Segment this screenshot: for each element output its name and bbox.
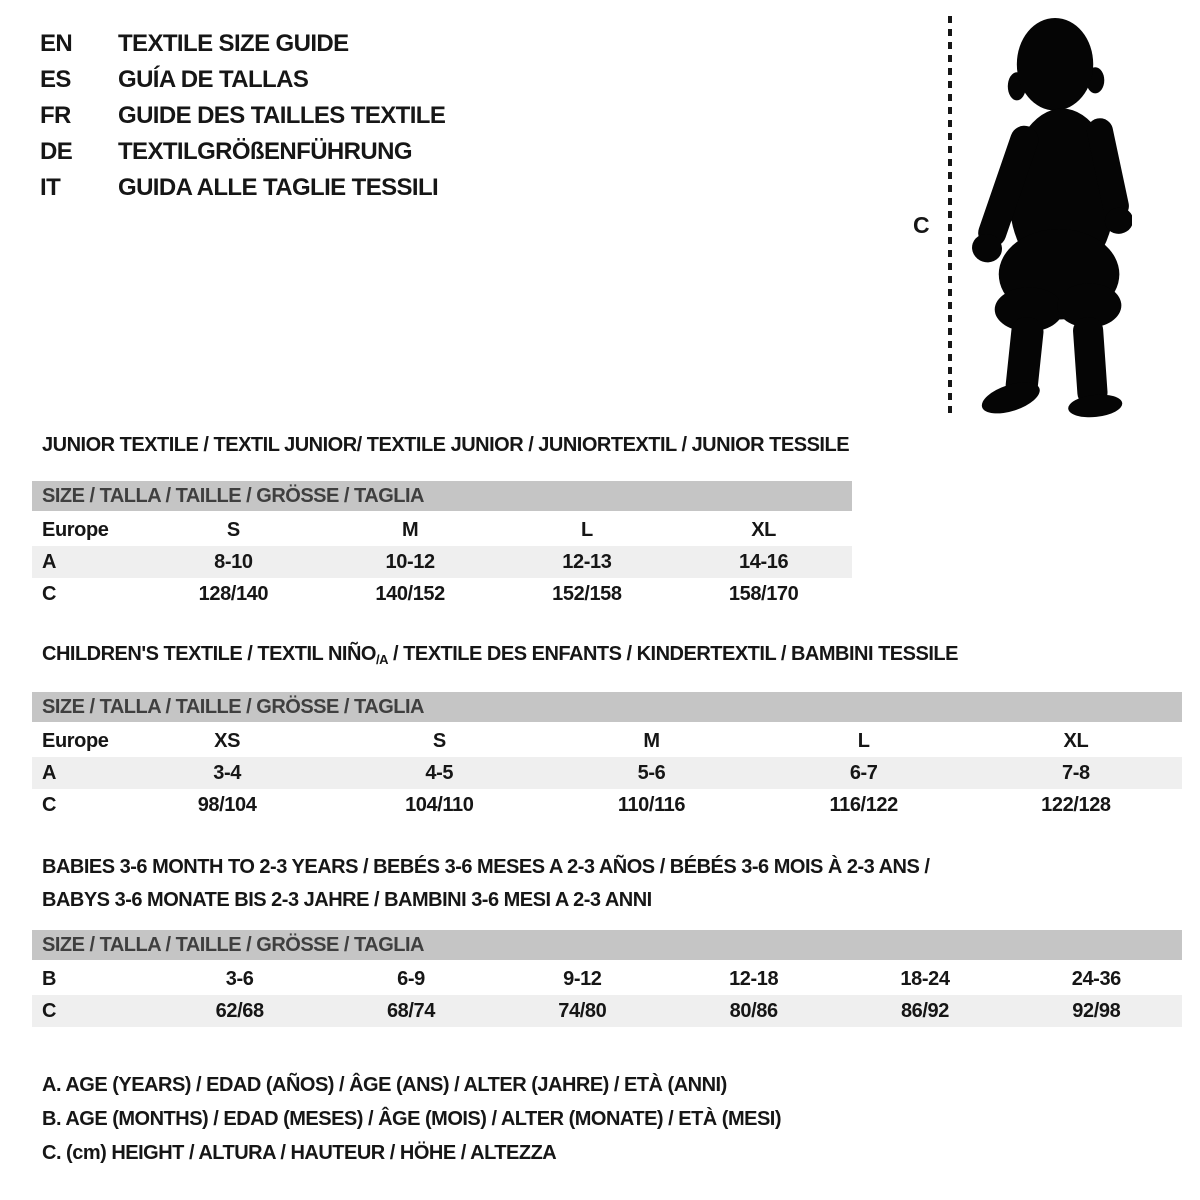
table-cell: L: [580, 518, 593, 541]
language-title: GUIDE DES TAILLES TEXTILE: [118, 102, 446, 129]
language-title: TEXTILE SIZE GUIDE: [118, 30, 349, 57]
language-code: DE: [40, 138, 73, 165]
table-cell: 68/74: [386, 999, 436, 1022]
table-cell: 12-18: [729, 967, 779, 990]
footnote-c: C. (cm) HEIGHT / ALTURA / HAUTEUR / HÖHE…: [42, 1142, 557, 1164]
table-cell: 3-6: [225, 967, 254, 990]
table-cell: XL: [1063, 729, 1089, 752]
babies-section-title: BABIES 3-6 MONTH TO 2-3 YEARS / BEBÉS 3-…: [42, 851, 930, 917]
table-cell: 152/158: [552, 582, 622, 605]
language-code: EN: [40, 30, 73, 57]
table-cell: 110/116: [617, 793, 686, 816]
table-cell: S: [226, 518, 240, 541]
height-measure-line: [948, 16, 952, 416]
table-cell: A: [42, 550, 57, 573]
junior-section-title: JUNIOR TEXTILE / TEXTIL JUNIOR/ TEXTILE …: [42, 434, 850, 456]
table-cell: M: [643, 729, 660, 752]
table-cell: 74/80: [558, 999, 607, 1022]
table-cell: 9-12: [563, 967, 602, 990]
table-cell: 128/140: [198, 582, 269, 605]
children-title-text: / TEXTILE DES ENFANTS / KINDERTEXTIL / B…: [387, 643, 958, 665]
children-section-title: CHILDREN'S TEXTILE / TEXTIL NIÑO/A / TEX…: [42, 643, 958, 667]
table-cell: 8-10: [214, 550, 253, 573]
table-cell: 116/122: [829, 793, 898, 816]
table-cell: 12-13: [562, 550, 612, 573]
table-cell: 62/68: [215, 999, 264, 1022]
table-cell: Europe: [42, 518, 109, 541]
table-cell: 86/92: [900, 999, 950, 1022]
language-code: ES: [40, 66, 71, 93]
babies-title-line2: BABYS 3-6 MONATE BIS 2-3 JAHRE / BAMBINI…: [42, 889, 652, 911]
toddler-silhouette-icon: [972, 18, 1132, 418]
language-row-de: DE TEXTILGRÖßENFÜHRUNG: [40, 134, 445, 170]
junior-size-table: SIZE / TALLA / TAILLE / GRÖSSE / TAGLIA …: [32, 481, 852, 610]
table-row: A 8-10 10-12 12-13 14-16: [32, 546, 852, 578]
children-size-table: SIZE / TALLA / TAILLE / GRÖSSE / TAGLIA …: [32, 692, 1182, 821]
table-row: Europe XS S M L XL: [32, 725, 1182, 757]
language-row-fr: FR GUIDE DES TAILLES TEXTILE: [40, 98, 446, 134]
table-cell: XS: [214, 729, 241, 752]
table-cell: 92/98: [1072, 999, 1121, 1022]
language-title: GUIDA ALLE TAGLIE TESSILI: [118, 174, 439, 201]
table-cell: C: [42, 793, 57, 816]
table-cell: 24-36: [1071, 967, 1122, 990]
table-cell: 158/170: [728, 582, 799, 605]
table-row: A 3-4 4-5 5-6 6-7 7-8: [32, 757, 1182, 789]
table-cell: Europe: [42, 729, 109, 752]
children-title-text: CHILDREN'S TEXTILE / TEXTIL NIÑO: [42, 643, 376, 665]
table-row: C 98/104 104/110 110/116 116/122 122/128: [32, 789, 1182, 821]
table-row: C 62/68 68/74 74/80 80/86 86/92 92/98: [32, 995, 1182, 1027]
babies-title-line1: BABIES 3-6 MONTH TO 2-3 YEARS / BEBÉS 3-…: [42, 856, 930, 878]
children-title-subscript: /A: [375, 652, 389, 667]
table-row: Europe S M L XL: [32, 514, 852, 546]
language-code: IT: [40, 174, 61, 201]
size-header-bar: SIZE / TALLA / TAILLE / GRÖSSE / TAGLIA: [32, 930, 1182, 960]
language-title: TEXTILGRÖßENFÜHRUNG: [118, 138, 413, 165]
table-cell: M: [401, 518, 419, 541]
table-cell: 104/110: [405, 793, 474, 816]
table-cell: 10-12: [385, 550, 436, 573]
table-cell: S: [432, 729, 446, 752]
table-cell: 18-24: [900, 967, 950, 990]
language-title: GUÍA DE TALLAS: [118, 66, 309, 93]
table-cell: 14-16: [739, 550, 789, 573]
table-cell: B: [42, 967, 57, 990]
footnote-b: B. AGE (MONTHS) / EDAD (MESES) / ÂGE (MO…: [42, 1108, 782, 1130]
table-row: C 128/140 140/152 152/158 158/170: [32, 578, 852, 610]
table-cell: 7-8: [1062, 761, 1090, 784]
language-row-it: IT GUIDA ALLE TAGLIE TESSILI: [40, 170, 445, 206]
table-cell: 5-6: [637, 761, 666, 784]
table-row: B 3-6 6-9 9-12 12-18 18-24 24-36: [32, 963, 1182, 995]
table-cell: 122/128: [1041, 793, 1111, 816]
table-cell: L: [857, 729, 870, 752]
size-header-bar: SIZE / TALLA / TAILLE / GRÖSSE / TAGLIA: [32, 481, 852, 511]
language-header: EN TEXTILE SIZE GUIDE ES GUÍA DE TALLAS …: [40, 26, 446, 206]
table-cell: 98/104: [197, 793, 257, 816]
table-cell: C: [42, 999, 57, 1022]
height-measure-label: C: [913, 212, 930, 238]
table-cell: 140/152: [375, 582, 445, 605]
table-cell: XL: [751, 518, 776, 541]
table-cell: 4-5: [425, 761, 454, 784]
footnotes: A. AGE (YEARS) / EDAD (AÑOS) / ÂGE (ANS)…: [42, 1068, 782, 1170]
language-row-en: EN TEXTILE SIZE GUIDE: [40, 26, 445, 62]
language-code: FR: [40, 102, 71, 129]
table-cell: 3-4: [213, 761, 241, 784]
size-header-bar: SIZE / TALLA / TAILLE / GRÖSSE / TAGLIA: [32, 692, 1182, 722]
table-cell: 6-7: [849, 761, 878, 784]
babies-size-table: SIZE / TALLA / TAILLE / GRÖSSE / TAGLIA …: [32, 930, 1182, 1027]
table-cell: A: [42, 761, 57, 784]
language-row-es: ES GUÍA DE TALLAS: [40, 62, 445, 98]
table-cell: 80/86: [729, 999, 778, 1022]
footnote-a: A. AGE (YEARS) / EDAD (AÑOS) / ÂGE (ANS)…: [42, 1074, 727, 1096]
table-cell: C: [42, 582, 57, 605]
table-cell: 6-9: [397, 967, 425, 990]
